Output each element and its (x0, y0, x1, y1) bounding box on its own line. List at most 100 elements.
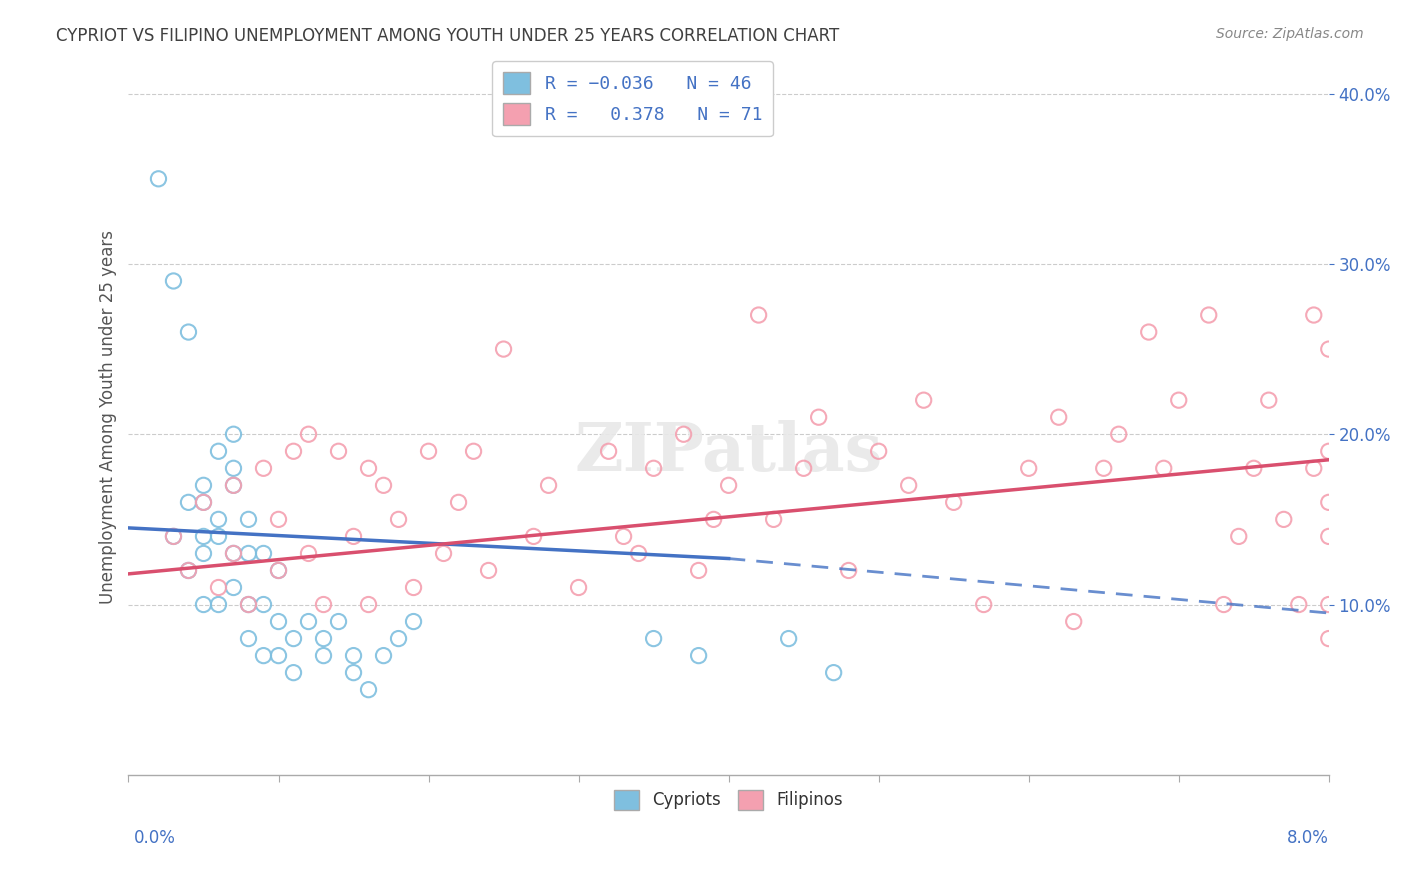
Point (868, 444, 890, 458)
Point (312, 648, 335, 663)
Point (1153, 461, 1175, 475)
Point (1108, 427, 1130, 442)
Point (162, 529, 184, 543)
Text: 0.0%: 0.0% (134, 829, 176, 847)
Point (342, 648, 364, 663)
Point (418, 444, 440, 458)
Point (778, 632, 800, 646)
Point (177, 564, 200, 578)
Point (627, 546, 650, 560)
Point (193, 478, 215, 492)
Point (838, 564, 860, 578)
Point (222, 581, 245, 595)
Point (492, 342, 515, 356)
Point (222, 546, 245, 560)
Point (283, 632, 305, 646)
Point (357, 461, 380, 475)
Point (207, 581, 229, 595)
Point (207, 444, 229, 458)
Point (238, 598, 260, 612)
Point (717, 478, 740, 492)
Point (193, 495, 215, 509)
Text: 8.0%: 8.0% (1286, 829, 1329, 847)
Point (238, 546, 260, 560)
Point (252, 461, 274, 475)
Point (222, 546, 245, 560)
Point (238, 632, 260, 646)
Point (357, 598, 380, 612)
Point (267, 615, 290, 629)
Point (1063, 615, 1085, 629)
Point (568, 581, 591, 595)
Point (162, 274, 184, 288)
Point (522, 529, 544, 543)
Point (748, 308, 770, 322)
Legend: Cypriots, Filipinos: Cypriots, Filipinos (607, 783, 849, 816)
Point (1047, 410, 1070, 425)
Text: ZIPatlas: ZIPatlas (575, 420, 883, 485)
Point (328, 615, 350, 629)
Point (793, 461, 815, 475)
Point (252, 546, 274, 560)
Point (477, 564, 499, 578)
Text: CYPRIOT VS FILIPINO UNEMPLOYMENT AMONG YOUTH UNDER 25 YEARS CORRELATION CHART: CYPRIOT VS FILIPINO UNEMPLOYMENT AMONG Y… (56, 27, 839, 45)
Point (463, 444, 485, 458)
Point (177, 495, 200, 509)
Point (252, 598, 274, 612)
Point (598, 444, 620, 458)
Point (342, 529, 364, 543)
Point (942, 495, 965, 509)
Point (1243, 461, 1265, 475)
Point (402, 581, 425, 595)
Point (267, 564, 290, 578)
Point (357, 682, 380, 697)
Point (1317, 529, 1340, 543)
Point (1257, 393, 1279, 408)
Point (1212, 598, 1234, 612)
Point (762, 512, 785, 526)
Point (267, 512, 290, 526)
Point (328, 444, 350, 458)
Point (193, 495, 215, 509)
Point (387, 512, 409, 526)
Point (1317, 598, 1340, 612)
Point (1288, 598, 1310, 612)
Point (193, 529, 215, 543)
Point (912, 393, 935, 408)
Point (193, 546, 215, 560)
Point (373, 478, 395, 492)
Point (207, 529, 229, 543)
Point (432, 546, 454, 560)
Point (1018, 461, 1040, 475)
Point (643, 632, 665, 646)
Point (447, 495, 470, 509)
Point (238, 598, 260, 612)
Point (177, 325, 200, 339)
Text: Source: ZipAtlas.com: Source: ZipAtlas.com (1216, 27, 1364, 41)
Point (643, 461, 665, 475)
Point (1092, 461, 1115, 475)
Point (177, 564, 200, 578)
Point (897, 478, 920, 492)
Point (688, 564, 710, 578)
Point (222, 427, 245, 442)
Point (1198, 308, 1220, 322)
Point (252, 648, 274, 663)
Point (283, 444, 305, 458)
Point (162, 529, 184, 543)
Point (402, 615, 425, 629)
Point (222, 461, 245, 475)
Point (1317, 632, 1340, 646)
Point (537, 478, 560, 492)
Point (613, 529, 636, 543)
Point (1317, 495, 1340, 509)
Point (238, 512, 260, 526)
Point (193, 598, 215, 612)
Point (312, 598, 335, 612)
Point (823, 665, 845, 680)
Point (807, 410, 830, 425)
Point (1302, 308, 1324, 322)
Point (267, 648, 290, 663)
Point (1167, 393, 1189, 408)
Point (283, 665, 305, 680)
